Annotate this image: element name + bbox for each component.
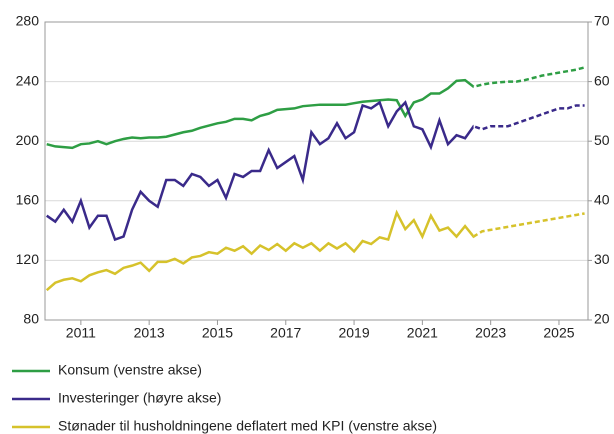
y2-tick-label: 60 (594, 72, 610, 88)
x-tick-label: 2015 (202, 325, 233, 341)
y2-tick-label: 30 (594, 251, 610, 267)
y2-tick-label: 20 (594, 311, 610, 327)
x-tick-label: 2011 (66, 325, 96, 341)
series-line-projection (473, 104, 585, 131)
plot-frame (44, 21, 589, 321)
y-tick-label: 280 (16, 13, 40, 29)
y-tick-label: 80 (23, 311, 39, 327)
legend-label: Investeringer (høyre akse) (58, 390, 221, 406)
y2-tick-label: 70 (594, 13, 610, 29)
series-line (45, 100, 474, 242)
x-tick-label: 2023 (475, 325, 506, 341)
y2-tick-label: 40 (594, 192, 610, 208)
y-tick-label: 240 (16, 72, 40, 88)
y-tick-label: 200 (16, 132, 40, 148)
series-line (45, 209, 474, 292)
legend-label: Konsum (venstre akse) (58, 362, 202, 378)
x-tick-label: 2017 (270, 325, 301, 341)
x-tick-label: 2021 (407, 325, 438, 341)
legend-label: Stønader til husholdningene deflatert me… (58, 418, 437, 434)
series-line (46, 78, 474, 150)
x-tick-label: 2019 (338, 325, 369, 341)
x-tick-label: 2025 (543, 325, 574, 341)
y-tick-label: 120 (16, 251, 40, 267)
y-tick-label: 160 (16, 192, 40, 208)
y2-tick-label: 50 (594, 132, 610, 148)
x-tick-label: 2013 (134, 325, 165, 341)
series-line-projection (473, 66, 585, 89)
